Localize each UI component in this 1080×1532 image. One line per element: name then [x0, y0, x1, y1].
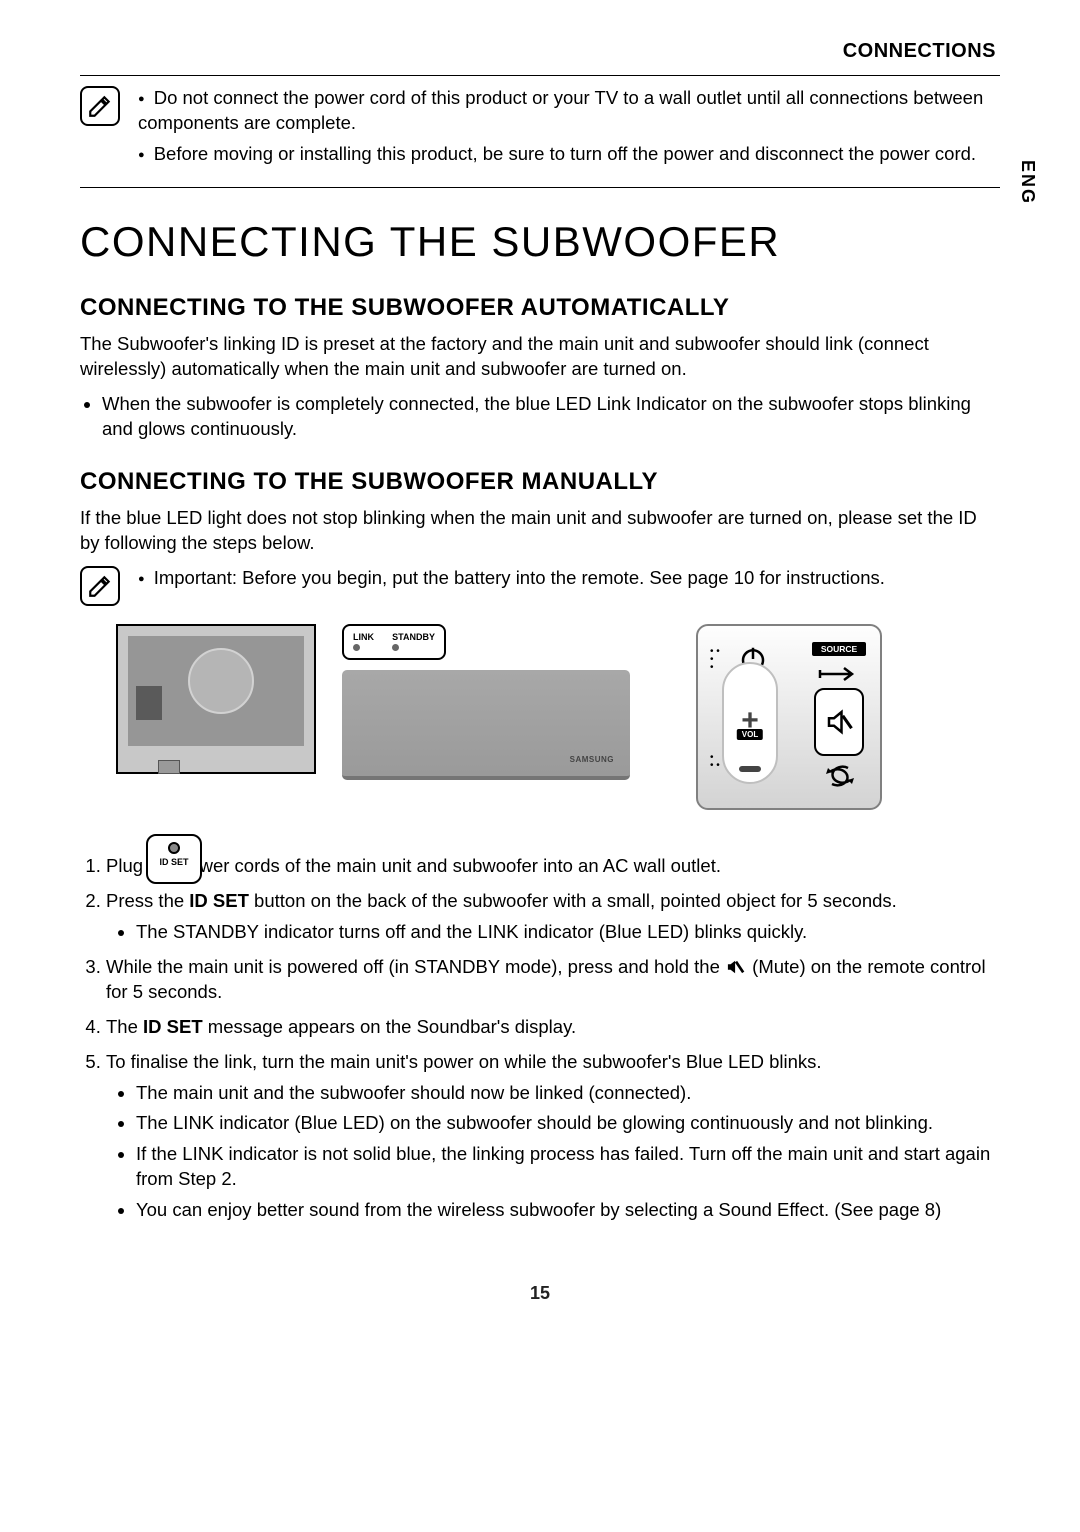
step-item: Press the ID SET button on the back of t…: [106, 889, 1000, 945]
minus-icon: [739, 766, 761, 772]
step-item: To finalise the link, turn the main unit…: [106, 1050, 1000, 1224]
brand-label: SAMSUNG: [570, 755, 614, 764]
source-label: SOURCE: [812, 642, 866, 656]
step-text: The: [106, 1016, 143, 1037]
step-strong: ID SET: [143, 1016, 203, 1037]
pencil-note-icon: [80, 566, 120, 606]
mute-icon: [824, 707, 854, 737]
auto-intro: The Subwoofer's linking ID is preset at …: [80, 332, 1000, 382]
link-label: LINK: [353, 632, 374, 642]
auto-bullets: When the subwoofer is completely connect…: [80, 392, 1000, 442]
auto-bullet-item: When the subwoofer is completely connect…: [102, 392, 1000, 442]
section-heading-auto: CONNECTING TO THE SUBWOOFER AUTOMATICALL…: [80, 294, 1000, 322]
substep-item: The LINK indicator (Blue LED) on the sub…: [136, 1111, 1000, 1136]
braille-dots-icon: • • •: [710, 754, 720, 770]
substep-item: You can enjoy better sound from the wire…: [136, 1198, 1000, 1223]
volume-rocker: + VOL: [722, 662, 778, 784]
repeat-icon: [824, 762, 856, 790]
diagram-row: ID SET LINK STANDBY SAMSUNG • •• •: [116, 624, 1000, 830]
steps-list: Plug the power cords of the main unit an…: [80, 854, 1000, 1224]
rule-top: [80, 75, 1000, 76]
section-header-label: CONNECTIONS: [80, 40, 1000, 63]
step-text: button on the back of the subwoofer with…: [249, 890, 897, 911]
step-text: message appears on the Soundbar's displa…: [203, 1016, 576, 1037]
idset-callout: ID SET: [146, 834, 202, 884]
remote-figure: • •• • SOURCE + VOL • • •: [696, 624, 882, 810]
subwoofer-back-figure: ID SET: [116, 624, 316, 830]
link-standby-callout: LINK STANDBY: [342, 624, 446, 660]
note-item: Important: Before you begin, put the bat…: [138, 566, 885, 591]
page-number: 15: [80, 1283, 1000, 1304]
manual-note-list: Important: Before you begin, put the bat…: [138, 566, 885, 597]
rule-mid: [80, 187, 1000, 188]
soundbar-figure: LINK STANDBY SAMSUNG: [342, 624, 630, 780]
mute-callout: [814, 688, 864, 756]
step-text: Press the: [106, 890, 189, 911]
braille-dots-icon: • •• •: [710, 648, 720, 672]
substep-item: The STANDBY indicator turns off and the …: [136, 920, 1000, 945]
language-tab: ENG: [1017, 160, 1038, 205]
substep-item: If the LINK indicator is not solid blue,…: [136, 1142, 1000, 1192]
source-icon: [814, 660, 862, 684]
top-note-list: Do not connect the power cord of this pr…: [138, 86, 1000, 173]
step-strong: ID SET: [189, 890, 249, 911]
vol-label: VOL: [737, 729, 763, 740]
step-text: While the main unit is powered off (in S…: [106, 956, 725, 977]
step-text: To finalise the link, turn the main unit…: [106, 1051, 822, 1072]
mute-icon: [725, 958, 747, 976]
standby-label: STANDBY: [392, 632, 435, 642]
substep-item: The main unit and the subwoofer should n…: [136, 1081, 1000, 1106]
pencil-note-icon: [80, 86, 120, 126]
section-heading-manual: CONNECTING TO THE SUBWOOFER MANUALLY: [80, 468, 1000, 496]
step-item: The ID SET message appears on the Soundb…: [106, 1015, 1000, 1040]
page-title: CONNECTING THE SUBWOOFER: [80, 218, 1000, 266]
note-item: Do not connect the power cord of this pr…: [138, 86, 1000, 136]
idset-label: ID SET: [159, 857, 188, 867]
step-item: Plug the power cords of the main unit an…: [106, 854, 1000, 879]
note-item: Before moving or installing this product…: [138, 142, 1000, 167]
step-item: While the main unit is powered off (in S…: [106, 955, 1000, 1005]
manual-intro: If the blue LED light does not stop blin…: [80, 506, 1000, 556]
